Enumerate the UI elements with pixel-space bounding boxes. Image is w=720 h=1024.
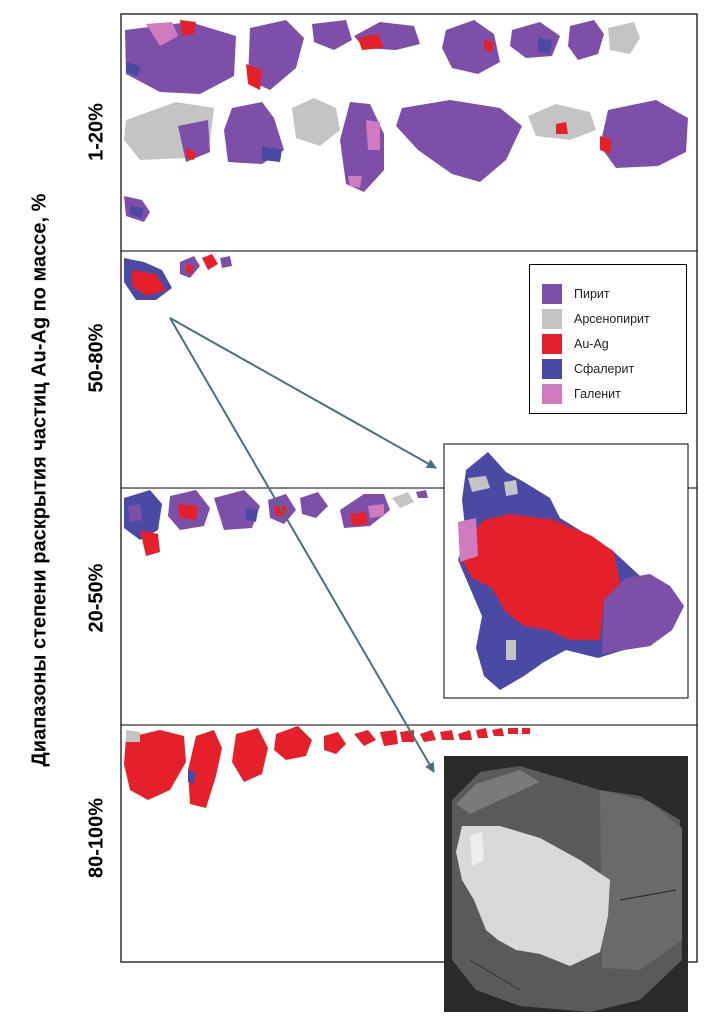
- legend-swatch-pyrite: [542, 284, 562, 304]
- row-3-particles: [124, 490, 428, 556]
- legend-label-au-ag: Au-Ag: [574, 337, 609, 351]
- legend-swatch-arsenopyrite: [542, 309, 562, 329]
- row-label-2-text: 50-80%: [85, 323, 108, 393]
- row-2-particles: [124, 254, 232, 300]
- legend-swatch-au-ag: [542, 334, 562, 354]
- legend-swatch-sphalerite: [542, 359, 562, 379]
- legend-item-pyrite: Пирит: [542, 283, 610, 305]
- legend-item-sphalerite: Сфалерит: [542, 358, 634, 380]
- legend-label-sphalerite: Сфалерит: [574, 362, 635, 376]
- legend-label-arsenopyrite: Арсенопирит: [574, 312, 650, 326]
- legend: Пирит Арсенопирит Au-Ag Сфалерит Галенит: [529, 264, 687, 414]
- row-1-particles: [124, 20, 688, 222]
- legend-label-pyrite: Пирит: [574, 287, 610, 301]
- row-label-1-text: 1-20%: [85, 103, 108, 161]
- y-axis-label-text: Диапазоны степени раскрытия частиц Au-Ag…: [28, 193, 51, 767]
- arrow-to-sem-inset: [169, 317, 435, 773]
- legend-item-au-ag: Au-Ag: [542, 333, 609, 355]
- row-label-4-text: 80-100%: [85, 797, 108, 879]
- legend-item-arsenopyrite: Арсенопирит: [542, 308, 650, 330]
- row-4-particles: [124, 726, 530, 808]
- legend-label-galena: Галенит: [574, 387, 621, 401]
- row-label-3-text: 20-50%: [85, 563, 108, 633]
- mla-zoom-inset: [443, 443, 689, 699]
- arrow-to-mla-inset: [169, 317, 437, 469]
- sem-image-inset: [444, 756, 688, 1012]
- legend-swatch-galena: [542, 384, 562, 404]
- legend-item-galena: Галенит: [542, 383, 621, 405]
